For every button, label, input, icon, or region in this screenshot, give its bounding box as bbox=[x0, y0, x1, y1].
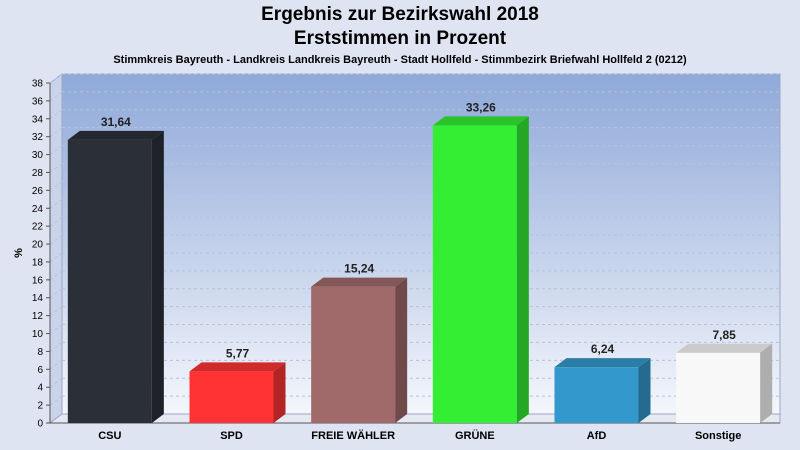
y-tick-label: 2 bbox=[37, 401, 43, 412]
chart-subtitle: Erststimmen in Prozent bbox=[293, 28, 507, 49]
bar-4 bbox=[554, 367, 639, 423]
bar-top-5 bbox=[676, 343, 773, 353]
y-tick-label: 14 bbox=[32, 293, 44, 304]
gridline-side bbox=[49, 234, 63, 245]
gridline-side bbox=[49, 324, 63, 334]
x-tick-label: CSU bbox=[98, 430, 121, 442]
y-tick-label: 16 bbox=[32, 275, 44, 286]
bar-0 bbox=[67, 139, 152, 423]
chart-description: Stimmkreis Bayreuth - Landkreis Landkrei… bbox=[113, 54, 687, 66]
data-label: 6,24 bbox=[591, 342, 615, 356]
y-tick-label: 24 bbox=[32, 204, 44, 215]
gridline-side bbox=[49, 109, 63, 120]
y-tick-label: 8 bbox=[37, 347, 43, 358]
gridline-side bbox=[49, 127, 63, 138]
plot-left-wall bbox=[49, 73, 63, 424]
bar-side-5 bbox=[760, 343, 773, 423]
y-tick-label: 32 bbox=[32, 132, 44, 143]
bar-side-1 bbox=[273, 362, 286, 423]
plot-background bbox=[61, 73, 781, 415]
chart-title: Ergebnis zur Bezirkswahl 2018 bbox=[261, 4, 539, 25]
y-tick-label: 36 bbox=[32, 96, 44, 107]
gridline-side bbox=[49, 342, 63, 352]
bar-top-3 bbox=[432, 116, 529, 126]
x-tick-label: Sonstige bbox=[695, 430, 741, 442]
gridline-side bbox=[49, 91, 63, 102]
gridline-side bbox=[49, 180, 63, 191]
bar-side-3 bbox=[516, 116, 529, 423]
bar-side-4 bbox=[638, 358, 651, 423]
gridline-side bbox=[49, 163, 63, 173]
bar-top-4 bbox=[554, 358, 651, 368]
x-tick-label: FREIE WÄHLER bbox=[311, 429, 395, 442]
data-label: 15,24 bbox=[344, 262, 374, 276]
x-tick-label: SPD bbox=[220, 430, 243, 442]
gridline-side bbox=[49, 73, 63, 84]
gridline-side bbox=[49, 198, 63, 209]
y-axis-label: % bbox=[13, 248, 25, 258]
bar-3 bbox=[432, 125, 517, 424]
bar-side-0 bbox=[151, 130, 164, 423]
y-tick-label: 20 bbox=[32, 240, 44, 251]
bar-top-0 bbox=[67, 130, 164, 140]
x-tick-label: GRÜNE bbox=[455, 429, 495, 442]
data-label: 5,77 bbox=[226, 346, 250, 360]
data-label: 31,64 bbox=[101, 115, 131, 129]
gridline-side bbox=[49, 395, 63, 406]
bar-5 bbox=[676, 352, 761, 423]
gridline-side bbox=[49, 288, 63, 299]
y-tick-label: 18 bbox=[32, 257, 44, 268]
y-tick-label: 34 bbox=[32, 114, 44, 125]
y-tick-label: 0 bbox=[37, 419, 43, 430]
bar-top-2 bbox=[311, 277, 408, 287]
y-tick-label: 12 bbox=[32, 311, 44, 322]
gridline-side bbox=[49, 306, 63, 317]
bar-2 bbox=[311, 286, 396, 423]
y-tick-label: 22 bbox=[32, 222, 44, 233]
y-tick-label: 28 bbox=[32, 168, 44, 179]
data-label: 33,26 bbox=[466, 100, 496, 114]
gridline-side bbox=[49, 377, 63, 388]
gridline-side bbox=[49, 359, 63, 370]
bar-side-2 bbox=[395, 277, 408, 423]
y-tick-label: 10 bbox=[32, 329, 44, 340]
x-tick-label: AfD bbox=[587, 430, 607, 442]
data-label: 7,85 bbox=[712, 328, 736, 342]
y-tick-label: 38 bbox=[32, 79, 44, 90]
y-tick-label: 30 bbox=[32, 150, 44, 161]
gridline-side bbox=[49, 252, 63, 263]
gridline-side bbox=[49, 145, 63, 155]
bar-1 bbox=[189, 371, 274, 423]
bar-top-1 bbox=[189, 362, 286, 372]
gridline-side bbox=[49, 270, 63, 281]
gridline-side bbox=[49, 216, 63, 227]
y-tick-label: 4 bbox=[37, 383, 43, 394]
y-tick-label: 26 bbox=[32, 186, 44, 197]
y-tick-label: 6 bbox=[37, 365, 43, 376]
